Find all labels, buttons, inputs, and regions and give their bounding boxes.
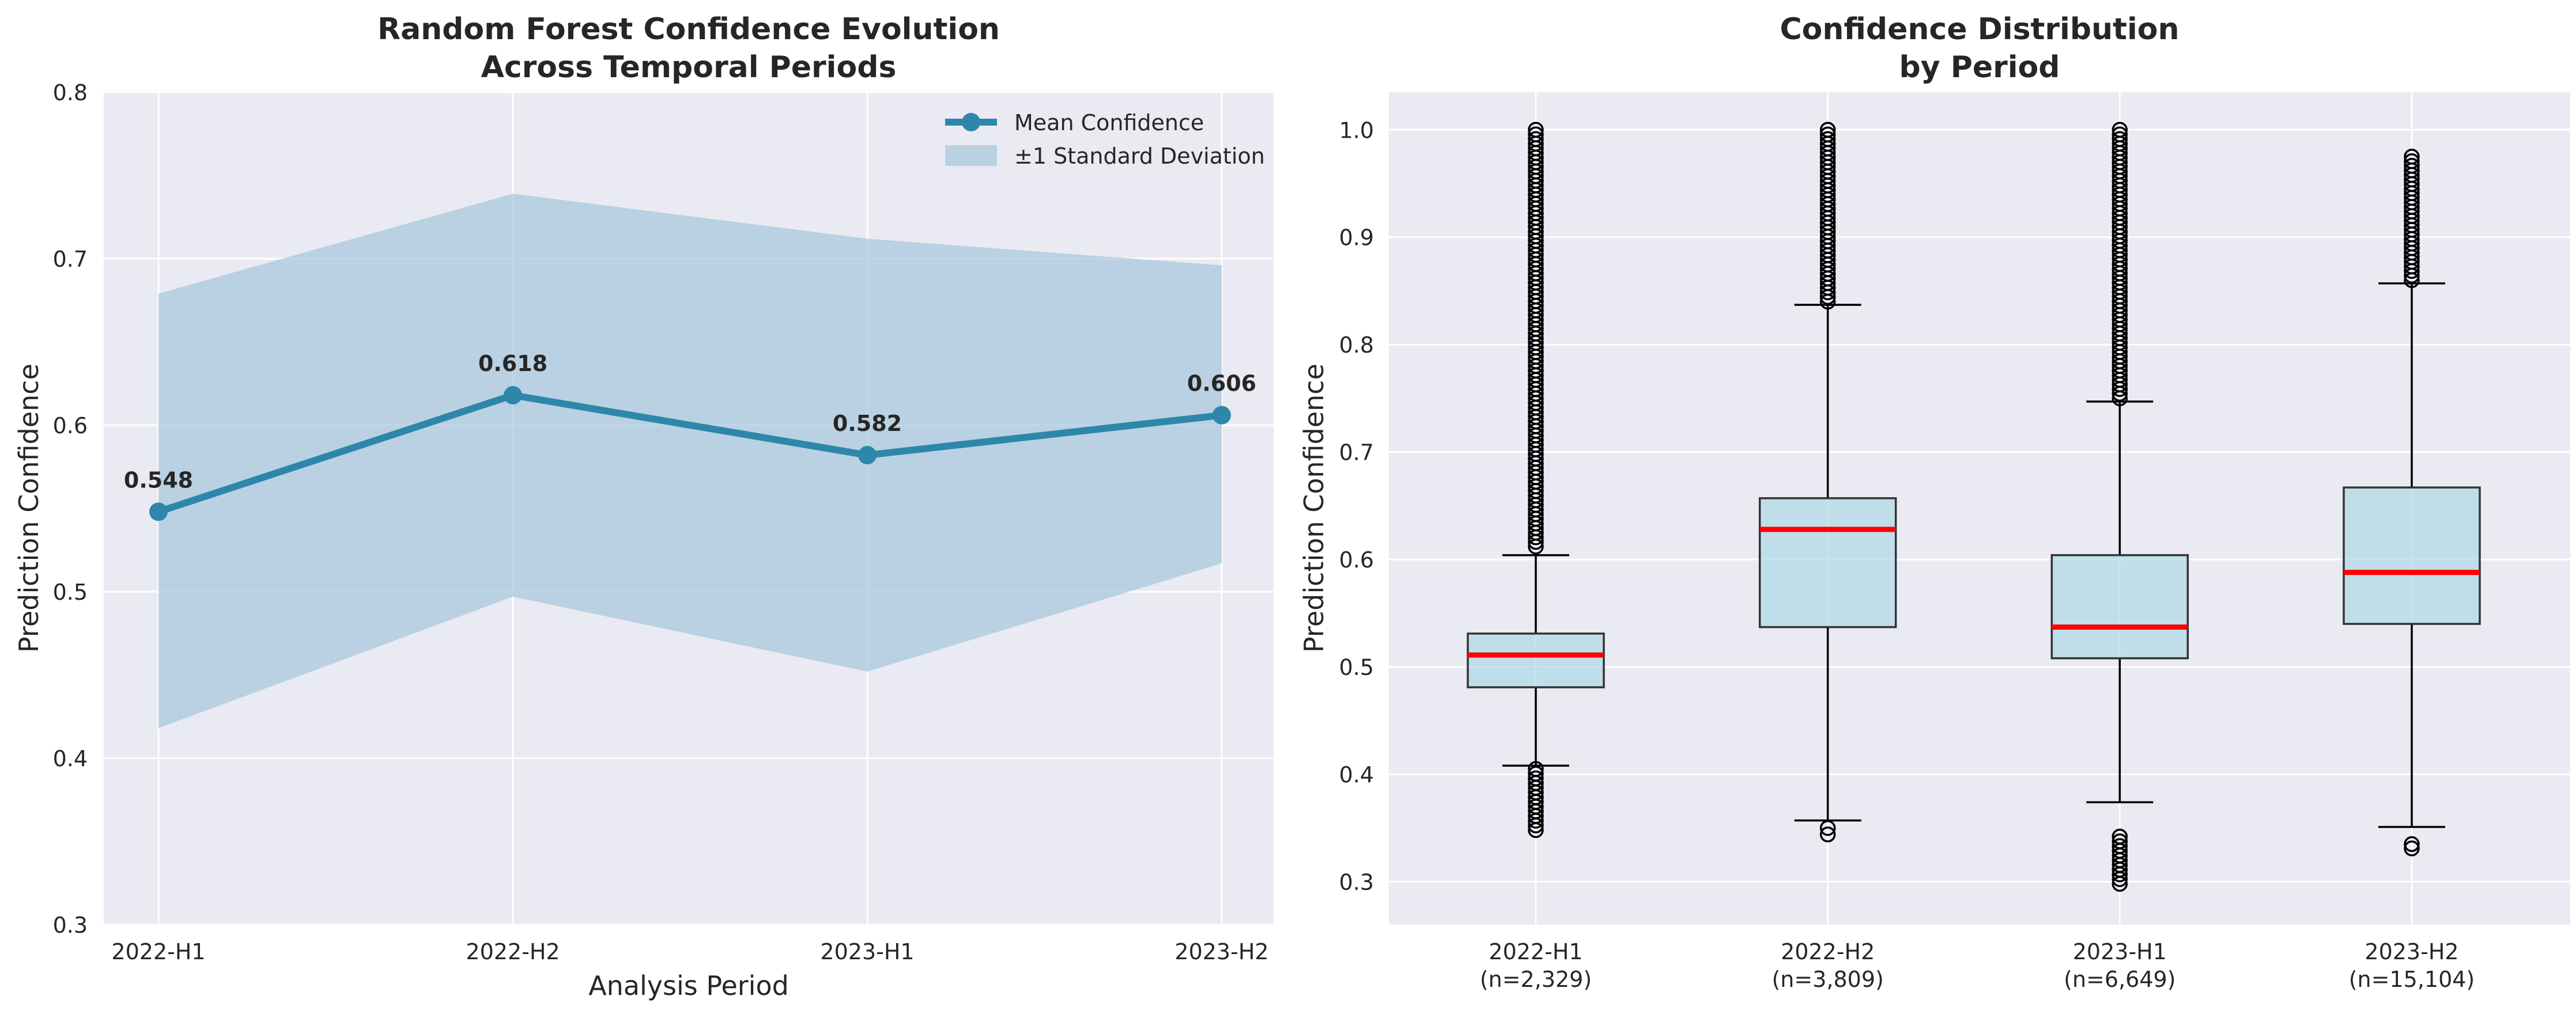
mean-confidence-points bbox=[149, 385, 1231, 521]
box-plot-title-line-1: Confidence Distribution bbox=[1780, 12, 2179, 47]
x-tick-label: 2022-H2 bbox=[1781, 939, 1875, 964]
x-tick-label: 2023-H2 bbox=[1174, 939, 1268, 964]
y-tick-label: 0.5 bbox=[1339, 655, 1374, 680]
outlier-high bbox=[2112, 126, 2128, 143]
outlier-high bbox=[1819, 131, 1836, 147]
mean-point bbox=[149, 502, 168, 521]
outlier-high bbox=[1528, 126, 1544, 143]
data-label: 0.582 bbox=[833, 411, 902, 436]
box-group bbox=[2343, 149, 2481, 857]
outlier-low bbox=[2404, 836, 2420, 852]
x-tick-label: 2023-H1 bbox=[820, 939, 914, 964]
x-tick-count: (n=15,104) bbox=[2349, 967, 2475, 992]
mean-point bbox=[858, 446, 877, 465]
box-plot-y-ticks: 0.3 0.4 0.5 0.6 0.7 0.8 0.9 1.0 bbox=[1339, 118, 1374, 895]
box-plot-title-line-2: by Period bbox=[1899, 50, 2060, 85]
x-tick-label: 2023-H1 bbox=[2073, 939, 2167, 964]
outlier-low bbox=[1528, 760, 1544, 777]
outlier-low bbox=[2112, 828, 2128, 845]
y-tick-label: 0.9 bbox=[1339, 225, 1374, 251]
outlier-high bbox=[2404, 153, 2420, 169]
outlier-low bbox=[1528, 770, 1544, 786]
y-tick-label: 0.4 bbox=[1339, 762, 1374, 788]
legend-marker-swatch bbox=[962, 113, 980, 131]
y-tick-label: 0.5 bbox=[53, 580, 88, 605]
line-chart-x-ticks: 2022-H1 2022-H2 2023-H1 2023-H2 bbox=[111, 939, 1268, 964]
y-tick-label: 0.8 bbox=[53, 80, 88, 105]
mean-point bbox=[1213, 406, 1231, 425]
box-plot-panel: 0.3 0.4 0.5 0.6 0.7 0.8 0.9 1.0 2022-H1 (n=2,329… bbox=[1298, 12, 2570, 992]
line-chart-y-axis-label: Prediction Confidence bbox=[13, 364, 44, 653]
outlier-low bbox=[2112, 838, 2128, 854]
data-label: 0.618 bbox=[478, 351, 547, 376]
box-plot-boxes bbox=[1467, 122, 2481, 892]
box-plot-y-axis-label: Prediction Confidence bbox=[1298, 364, 1329, 653]
line-chart-x-axis-label: Analysis Period bbox=[588, 970, 789, 1001]
data-label: 0.548 bbox=[124, 467, 193, 493]
x-tick-label: 2023-H2 bbox=[2365, 939, 2458, 964]
box-iqr bbox=[1467, 632, 1605, 688]
line-chart-y-ticks: 0.3 0.4 0.5 0.6 0.7 0.8 bbox=[53, 80, 88, 938]
y-tick-label: 0.6 bbox=[1339, 547, 1374, 573]
y-tick-label: 1.0 bbox=[1339, 118, 1374, 143]
line-chart-legend: Mean Confidence ±1 Standard Deviation bbox=[945, 110, 1265, 169]
y-tick-label: 0.3 bbox=[1339, 869, 1374, 895]
x-tick-label: 2022-H1 bbox=[1489, 939, 1582, 964]
y-tick-label: 0.4 bbox=[53, 746, 88, 771]
outlier-high bbox=[1819, 122, 1836, 138]
mean-confidence-line bbox=[157, 391, 1222, 515]
outlier-high bbox=[1528, 131, 1544, 147]
outlier-low bbox=[1819, 820, 1836, 836]
box-iqr bbox=[1758, 497, 1897, 629]
y-tick-label: 0.8 bbox=[1339, 332, 1374, 358]
x-tick-count: (n=2,329) bbox=[1480, 967, 1592, 992]
outlier-high bbox=[1819, 126, 1836, 143]
x-tick-label: 2022-H2 bbox=[466, 939, 560, 964]
y-tick-label: 0.3 bbox=[53, 913, 88, 938]
box-plot-x-ticks: 2022-H1 (n=2,329) 2022-H2 (n=3,809) 2023-H1 (… bbox=[1480, 939, 2475, 992]
outlier-high bbox=[2112, 122, 2128, 138]
box-iqr bbox=[2050, 554, 2189, 660]
y-tick-label: 0.7 bbox=[1339, 440, 1374, 466]
outlier-low bbox=[2112, 833, 2128, 850]
x-tick-label: 2022-H1 bbox=[111, 939, 205, 964]
x-tick-count: (n=3,809) bbox=[1772, 967, 1883, 992]
y-tick-label: 0.7 bbox=[53, 247, 88, 272]
std-dev-band bbox=[158, 194, 1222, 728]
mean-point bbox=[504, 385, 522, 404]
data-label: 0.606 bbox=[1187, 371, 1256, 396]
legend-band-swatch bbox=[945, 145, 997, 166]
box-group bbox=[1758, 122, 1897, 843]
legend-label-mean: Mean Confidence bbox=[1014, 110, 1204, 135]
line-chart-title-line-2: Across Temporal Periods bbox=[481, 50, 897, 85]
legend-label-std: ±1 Standard Deviation bbox=[1014, 143, 1265, 169]
line-chart-title-line-1: Random Forest Confidence Evolution bbox=[377, 12, 1000, 47]
data-labels: 0.548 0.618 0.582 0.606 bbox=[124, 351, 1256, 493]
outlier-high bbox=[2404, 149, 2420, 165]
y-tick-label: 0.6 bbox=[53, 413, 88, 438]
box-group bbox=[2050, 122, 2189, 892]
outlier-high bbox=[2404, 158, 2420, 174]
outlier-high bbox=[2112, 131, 2128, 147]
box-group bbox=[1467, 122, 1605, 838]
box-iqr bbox=[2343, 486, 2481, 625]
outlier-low bbox=[1528, 766, 1544, 782]
outlier-low bbox=[1819, 826, 1836, 843]
x-tick-count: (n=6,649) bbox=[2064, 967, 2175, 992]
outlier-low bbox=[2404, 840, 2420, 857]
outlier-high bbox=[1528, 122, 1544, 138]
